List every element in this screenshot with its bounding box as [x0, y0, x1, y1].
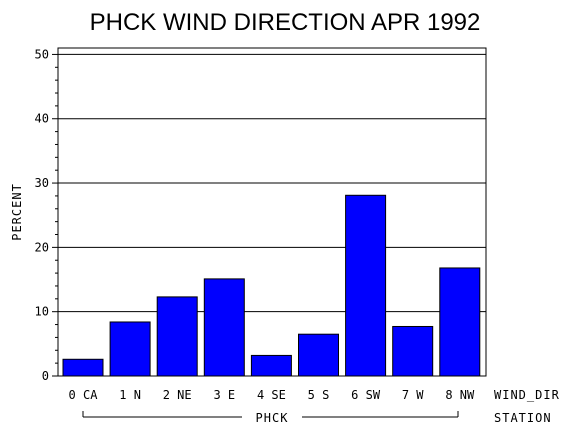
y-tick-label: 50 [35, 47, 49, 61]
station-group-label: PHCK [256, 411, 289, 425]
station-axis-title: STATION [494, 411, 552, 425]
y-tick-label: 20 [35, 240, 49, 254]
bar-4-se [250, 354, 292, 377]
bar-0-ca [62, 358, 104, 377]
x-tick-label: 8 NW [445, 388, 475, 402]
bar-3-e [203, 278, 245, 377]
chart-title: PHCK WIND DIRECTION APR 1992 [90, 9, 481, 36]
x-tick-label: 5 S [308, 388, 330, 402]
x-tick-label: 7 W [402, 388, 424, 402]
bar-5-s [298, 333, 339, 377]
x-tick-label: 4 SE [257, 388, 286, 402]
y-tick-label: 0 [42, 369, 49, 383]
x-tick-label: 3 E [213, 388, 235, 402]
bar-6-sw [345, 194, 387, 377]
bar-2-ne [156, 296, 198, 377]
bars [62, 194, 481, 377]
gridlines [58, 53, 486, 313]
x-tick-label: 2 NE [163, 388, 192, 402]
y-tick-label: 10 [35, 305, 49, 319]
bar-1-n [109, 321, 151, 377]
y-axis: 0 10 20 30 40 50 [35, 47, 58, 383]
x-tick-label: 6 SW [351, 388, 381, 402]
bar-7-w [392, 325, 434, 377]
y-tick-label: 30 [35, 176, 49, 190]
x-axis-categories: 0 CA 1 N 2 NE 3 E 4 SE 5 S 6 SW 7 W 8 NW [69, 388, 475, 402]
y-axis-title: PERCENT [10, 183, 24, 241]
x-tick-label: 1 N [119, 388, 141, 402]
group-bracket [82, 411, 459, 418]
bar-8-nw [439, 267, 481, 377]
x-tick-label: 0 CA [69, 388, 99, 402]
y-tick-label: 40 [35, 112, 49, 126]
x-axis-title: WIND_DIR [494, 388, 560, 402]
